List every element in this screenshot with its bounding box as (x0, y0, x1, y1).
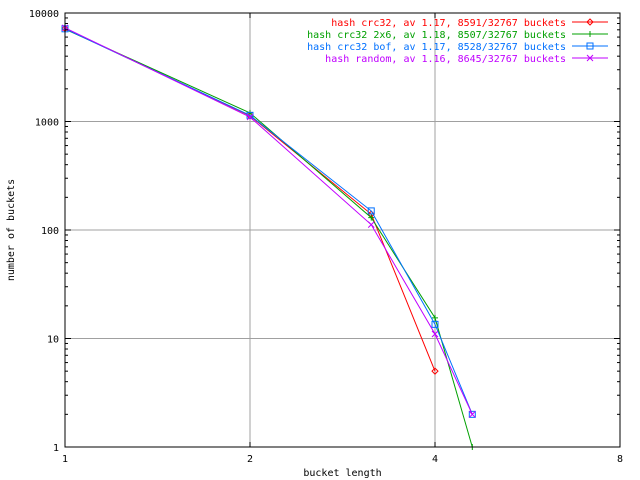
data-point (586, 42, 594, 50)
diamond-marker (431, 367, 439, 375)
series-cross (61, 24, 476, 418)
plus-marker (587, 31, 593, 37)
y-tick-label: 10000 (29, 9, 59, 20)
legend-entry: hash crc32 2x6, av 1.18, 8507/32767 buck… (307, 30, 566, 41)
diamond-marker (586, 18, 594, 26)
data-point (431, 330, 439, 338)
x-tick-label: 2 (247, 454, 253, 465)
series-square (61, 25, 476, 418)
square-marker (431, 320, 439, 328)
data-point (246, 113, 254, 121)
square-marker (468, 410, 476, 418)
plus-marker (368, 214, 375, 221)
series-line (64, 28, 473, 415)
legend-entry: hash random, av 1.16, 8645/32767 buckets (325, 54, 566, 65)
cross-marker (468, 410, 476, 418)
plot-series (61, 24, 476, 450)
x-axis-label: bucket length (303, 468, 381, 479)
y-tick-label: 1000 (35, 118, 59, 129)
square-marker (586, 42, 594, 50)
series-line (64, 28, 473, 448)
data-point (367, 207, 375, 215)
series-plus (62, 26, 476, 450)
y-tick-label: 100 (41, 226, 59, 237)
data-point (431, 367, 439, 375)
data-point (432, 314, 438, 321)
x-tick-label: 8 (617, 454, 623, 465)
grid (65, 13, 620, 447)
legend: hash crc32, av 1.17, 8591/32767 bucketsh… (307, 18, 608, 65)
legend-entry: hash crc32, av 1.17, 8591/32767 buckets (331, 18, 566, 29)
data-point (368, 214, 375, 221)
square-marker (367, 207, 375, 215)
y-tick-label: 1 (53, 443, 59, 454)
y-tick-label: 10 (47, 335, 59, 346)
x-tick-label: 4 (432, 454, 438, 465)
data-point (468, 410, 476, 418)
data-point (586, 54, 594, 62)
data-point (431, 320, 439, 328)
axis-ticks: 1 2 4 8 1 10 100 1000 10000 (29, 9, 623, 465)
cross-marker (367, 221, 375, 229)
series-line (64, 27, 473, 415)
cross-marker (246, 113, 254, 121)
y-axis-label: number of buckets (6, 179, 17, 281)
cross-marker (431, 330, 439, 338)
x-tick-label: 1 (62, 454, 68, 465)
data-point (586, 18, 594, 26)
data-point (587, 31, 593, 37)
data-point (367, 221, 375, 229)
legend-entry: hash crc32 bof, av 1.17, 8528/32767 buck… (307, 42, 566, 53)
cross-marker (586, 54, 594, 62)
plus-marker (432, 314, 438, 321)
data-point (468, 410, 476, 418)
